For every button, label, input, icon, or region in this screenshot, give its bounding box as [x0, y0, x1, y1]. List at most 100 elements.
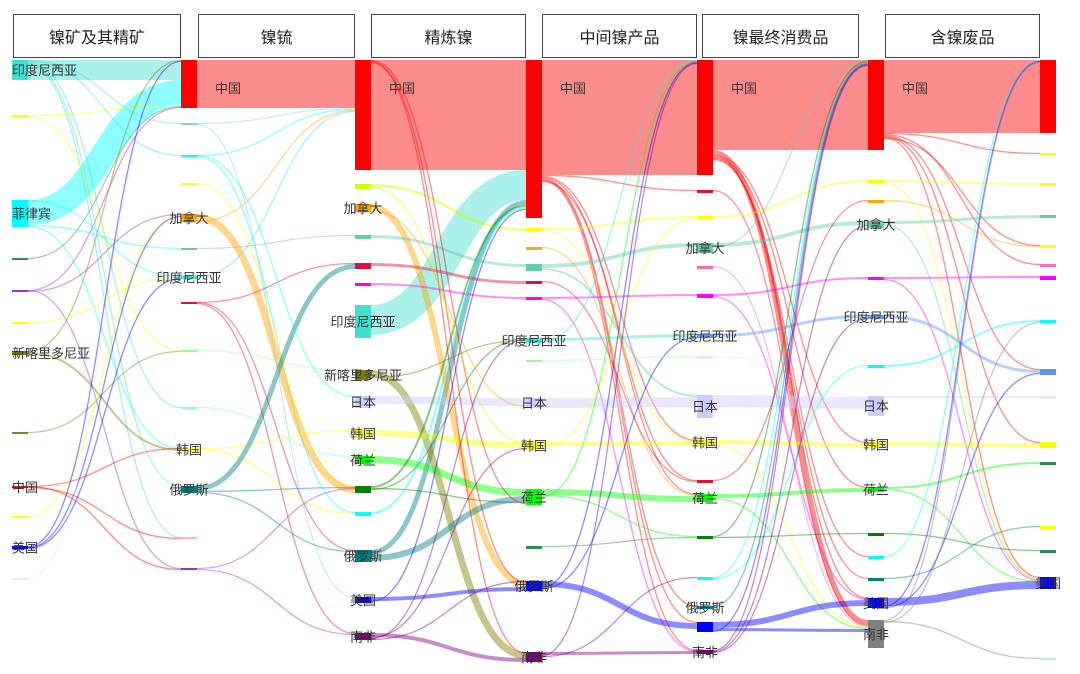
flow-link — [883, 278, 1041, 582]
node-c4b — [697, 216, 713, 219]
node-c2can — [355, 204, 371, 212]
node-c1h — [181, 537, 197, 539]
node-label: 加拿大 — [169, 211, 208, 227]
flow-link — [370, 338, 527, 640]
flow-link — [712, 63, 869, 633]
node-c4rus — [697, 606, 713, 609]
flow-link — [712, 443, 869, 629]
node-c2b — [355, 235, 371, 239]
flow-link — [27, 352, 182, 451]
flow-link — [712, 488, 869, 498]
stage-header-intermediate: 中间镍产品 — [542, 14, 697, 58]
node-c5can — [868, 221, 884, 228]
flow-link — [370, 283, 527, 299]
node-c2rus — [355, 550, 371, 562]
flow-link — [883, 462, 1041, 489]
flow-link — [196, 107, 356, 125]
flow-link — [712, 60, 869, 538]
node-c3rus — [526, 581, 542, 591]
flow-link — [883, 525, 1041, 580]
flow-link — [883, 134, 1041, 371]
node-c3idn — [526, 338, 542, 343]
stage-title: 含镍废品 — [930, 28, 995, 47]
node-c2aus — [355, 486, 371, 493]
node-label: 美国 — [350, 594, 376, 609]
flow-link — [712, 62, 869, 608]
flow-link — [883, 488, 1041, 583]
flow-link — [541, 179, 698, 652]
node-label: 美国 — [1035, 577, 1061, 592]
node-c0g — [12, 578, 28, 580]
flow-link — [196, 123, 356, 599]
node-c6a — [1040, 153, 1056, 156]
node-label: 中国 — [215, 82, 241, 97]
flow-link — [883, 581, 1041, 606]
node-c4jpn — [697, 395, 713, 418]
nodes — [12, 60, 1056, 662]
node-c4h — [697, 577, 713, 580]
flow-link — [27, 59, 182, 125]
flow-link — [196, 109, 356, 223]
flow-link — [370, 59, 527, 505]
node-label: 南非 — [863, 627, 889, 643]
flow-link — [712, 158, 869, 558]
node-c5jpn — [868, 396, 884, 416]
flow-link — [712, 497, 869, 630]
flow-link — [712, 532, 869, 539]
flow-link — [27, 215, 182, 549]
node-c0a — [12, 115, 28, 117]
flow-link — [370, 496, 527, 561]
node-c5kor — [868, 442, 884, 447]
flow-link — [196, 262, 356, 304]
node-c0chn — [12, 486, 28, 488]
node-c6g — [1040, 320, 1056, 323]
flow-link — [541, 216, 698, 230]
node-label: 日本 — [692, 401, 718, 416]
flow-link — [370, 208, 527, 603]
node-label: 俄罗斯 — [343, 550, 382, 565]
flow-link — [883, 60, 1041, 608]
node-c2a — [355, 184, 371, 189]
flow-link — [883, 321, 1041, 624]
node-c3g — [526, 546, 542, 549]
node-c3b — [526, 247, 542, 250]
flow-link — [27, 63, 182, 539]
flow-link — [541, 298, 698, 653]
node-label: 菲律宾 — [12, 207, 51, 223]
node-c1rus — [181, 486, 197, 493]
flow-link — [27, 61, 182, 409]
node-label: 南非 — [692, 645, 718, 661]
node-c3chn — [526, 60, 542, 218]
flow-link — [27, 60, 182, 157]
flow-link — [370, 61, 527, 584]
flow-link — [196, 264, 356, 491]
flow-link — [541, 177, 698, 608]
flow-link — [541, 175, 698, 442]
node-label: 荷兰 — [521, 491, 547, 506]
flow-link — [541, 336, 698, 590]
node-c3d — [526, 281, 542, 284]
flow-link — [196, 429, 356, 450]
flow-link — [27, 214, 182, 518]
flow-link — [712, 628, 869, 632]
flow-link — [712, 395, 869, 409]
flow-link — [369, 170, 528, 335]
flow-link — [196, 155, 356, 514]
flow-link — [27, 277, 182, 550]
node-label: 韩国 — [521, 440, 547, 455]
node-c5b — [868, 200, 884, 203]
node-c4zaf — [697, 650, 713, 654]
flow-link — [370, 209, 527, 408]
flow-link — [370, 200, 527, 555]
node-c3kor — [526, 442, 542, 449]
flow-link — [712, 277, 869, 296]
node-c4d — [697, 294, 713, 298]
node-c6d — [1040, 245, 1056, 248]
flow-link — [883, 532, 1041, 552]
flow-link — [370, 339, 527, 379]
node-c2chn — [355, 60, 371, 170]
flow-link — [27, 485, 182, 571]
node-c2c — [355, 263, 371, 269]
